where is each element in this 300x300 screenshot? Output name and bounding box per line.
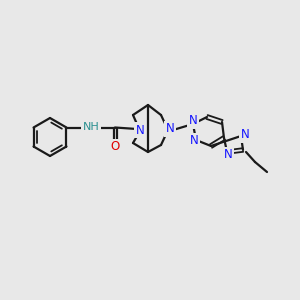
Text: N: N [136, 124, 144, 136]
Text: N: N [189, 115, 197, 128]
Text: N: N [190, 134, 198, 148]
Text: N: N [224, 148, 232, 161]
Text: N: N [241, 128, 249, 142]
Text: O: O [110, 140, 120, 153]
Text: N: N [166, 122, 174, 136]
Text: NH: NH [82, 122, 99, 133]
